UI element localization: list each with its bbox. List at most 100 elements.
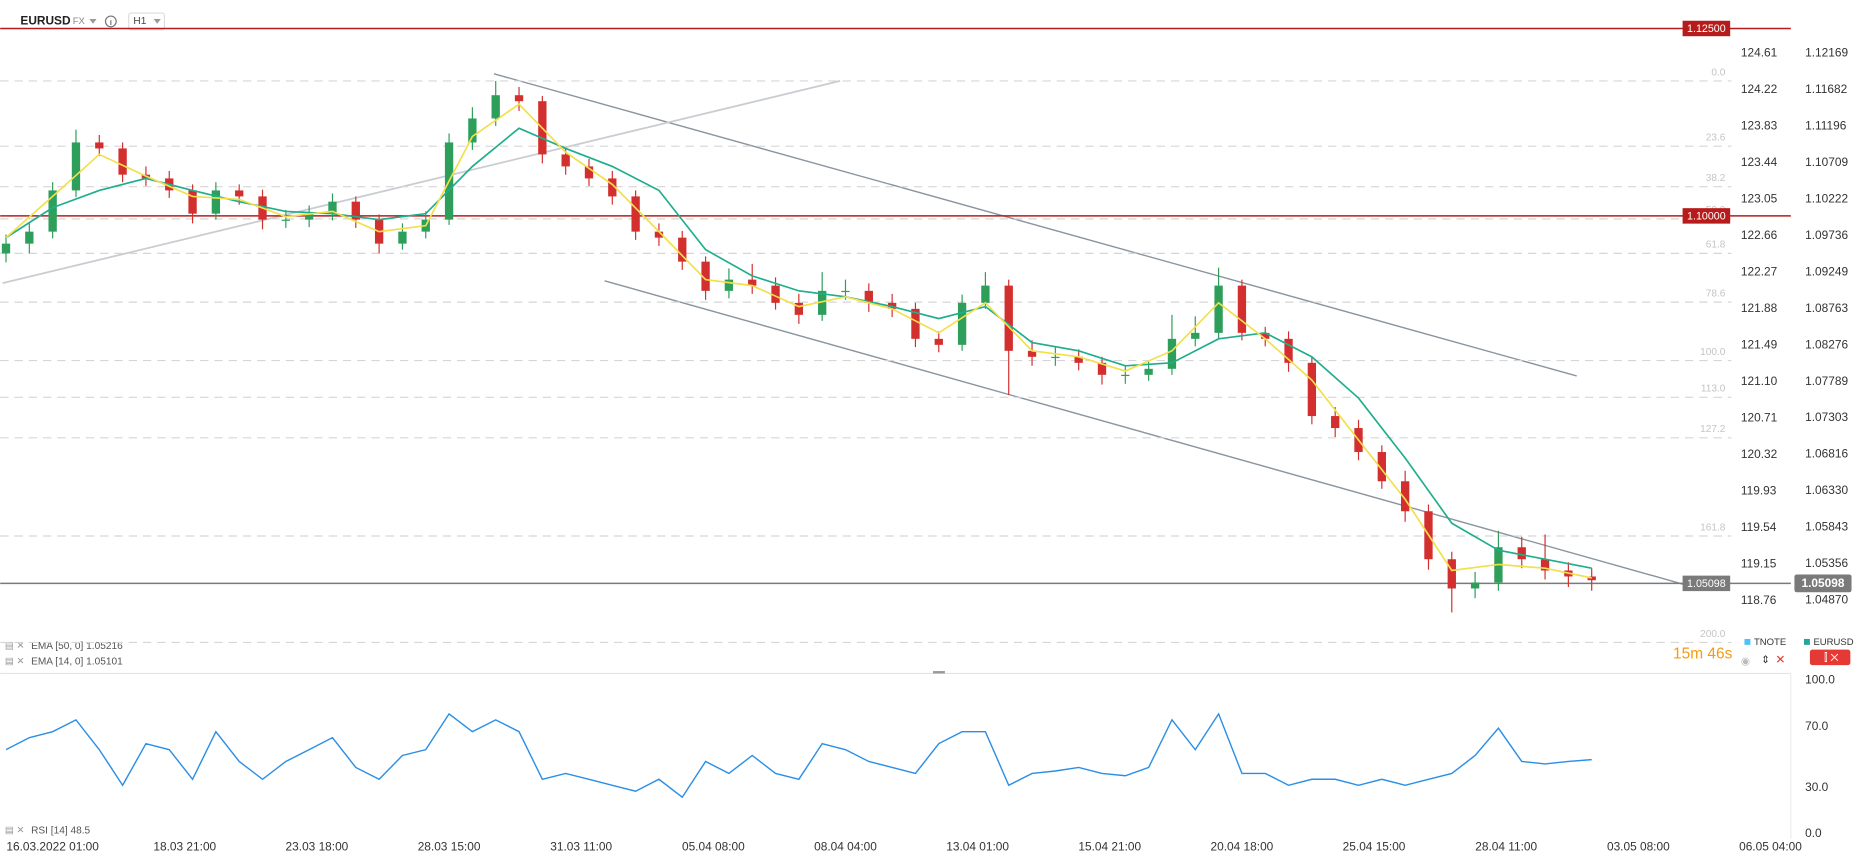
candle-body	[981, 285, 990, 303]
legend-icon[interactable]: ▤ ✕	[5, 656, 25, 667]
candle-body	[351, 201, 360, 220]
ema-line	[5, 103, 1592, 579]
x-tick-label: 18.03 21:00	[153, 839, 216, 853]
legend-icon[interactable]: ▤ ✕	[5, 825, 25, 836]
y-tick-label: 1.11196	[1805, 118, 1847, 132]
candle-body	[1074, 356, 1083, 363]
legend-value: 1.05216	[86, 641, 123, 652]
fib-label: 78.6	[1706, 288, 1726, 299]
price-label-box	[1682, 20, 1731, 37]
price-label: 1.05098	[1687, 578, 1726, 590]
candle-body	[468, 118, 477, 143]
current-price-box	[1794, 574, 1852, 593]
candle-body	[304, 213, 314, 220]
x-tick-label: 13.04 01:00	[946, 839, 1009, 853]
candle-body	[1400, 481, 1410, 512]
rsi-legend: RSI [14] 48.5	[31, 825, 90, 836]
y-tick-label: 1.08763	[1805, 301, 1848, 315]
y-tick-label: 1.04870	[1805, 593, 1848, 607]
y2-tick-label: 121.10	[1741, 374, 1778, 388]
legend-value: 1.05101	[86, 656, 123, 667]
y2-tick-label: 122.66	[1741, 228, 1778, 242]
legend-name: EMA [14, 0]	[31, 656, 83, 667]
y2-tick-label: 124.61	[1741, 45, 1778, 59]
y2-tick-label: 123.05	[1741, 191, 1778, 205]
candle-body	[25, 231, 34, 244]
candle-body	[631, 196, 640, 232]
candle-body	[1167, 338, 1177, 369]
x-tick-label: 23.03 18:00	[286, 839, 349, 853]
candle-body	[864, 290, 873, 303]
symbol: EURUSD	[20, 14, 71, 28]
candle-body	[1027, 350, 1037, 357]
button-icon: ⫿ ✕	[1824, 652, 1839, 664]
price-label: 1.10000	[1687, 210, 1726, 222]
fib-label: 0.0	[1711, 67, 1725, 78]
y-tick-label: 1.05356	[1805, 556, 1848, 570]
close-button[interactable]	[1809, 649, 1851, 666]
y2-tick-label: 121.88	[1741, 301, 1778, 315]
y-tick-label: 1.06816	[1805, 447, 1848, 461]
ema-legend: EMA [50, 0] 1.05216	[31, 641, 123, 652]
sort-icon[interactable]: ⇕	[1761, 654, 1770, 666]
candle-body	[1331, 416, 1340, 429]
dropdown-arrow[interactable]	[153, 19, 161, 24]
y2-tick-label: 123.44	[1741, 155, 1778, 169]
price-label: 1.12500	[1687, 23, 1726, 35]
trend-line[interactable]	[2, 80, 841, 285]
y-tick-label: 100.0	[1805, 673, 1835, 687]
x-tick-label: 28.03 15:00	[418, 839, 481, 853]
y-tick-label: 1.11682	[1805, 82, 1847, 96]
y-tick-label: 1.05843	[1805, 520, 1848, 534]
candle-body	[281, 219, 291, 221]
interval-box[interactable]	[128, 12, 165, 31]
candle-body	[211, 190, 221, 214]
candle-body	[1237, 285, 1247, 333]
candle-body	[724, 279, 734, 291]
fib-label: 161.8	[1700, 522, 1726, 533]
candle-body	[561, 154, 570, 167]
x-tick-label: 06.05 04:00	[1739, 839, 1802, 853]
grid-layer	[0, 80, 1732, 644]
y2-tick-label: 118.76	[1741, 593, 1777, 607]
candle-body	[491, 95, 500, 119]
candle-body	[654, 231, 664, 238]
x-tick-label: 03.05 08:00	[1607, 839, 1670, 853]
info-icon[interactable]	[104, 15, 117, 28]
candle-body	[1307, 362, 1317, 417]
y2-tick-label: 122.27	[1741, 264, 1777, 278]
candle-body	[1447, 559, 1456, 589]
dropdown-arrow[interactable]	[89, 19, 97, 24]
candle-body	[1097, 362, 1107, 375]
x-tick-label: 16.03.2022 01:00	[6, 839, 99, 853]
candle-body	[957, 302, 967, 345]
channel-lower[interactable]	[604, 280, 1688, 587]
eye-icon[interactable]: ◉	[1741, 655, 1750, 667]
y2-tick-label: 121.49	[1741, 337, 1778, 351]
layout: ⫿ ✕ ◉ ⇕ ✕ ▤ ✕ ▤ ✕ ▤ ✕	[0, 12, 1851, 839]
y-tick-label: 1.07789	[1805, 374, 1848, 388]
channel-upper[interactable]	[493, 73, 1577, 377]
candle-body	[1051, 356, 1060, 359]
candle-body	[118, 148, 127, 175]
legend-value: 48.5	[70, 825, 90, 836]
y2-tick-label: 120.32	[1741, 447, 1777, 461]
remove-icon[interactable]: ✕	[1775, 652, 1785, 666]
legend-icon[interactable]: ▤ ✕	[5, 641, 25, 652]
y-tick-label: 1.08276	[1805, 337, 1848, 351]
candle-body	[1377, 452, 1386, 482]
candle-body	[1144, 368, 1153, 375]
y-tick-label: 30.0	[1805, 780, 1829, 794]
y-tick-label: 1.10222	[1805, 191, 1848, 205]
candle-body	[1214, 285, 1223, 333]
x-tick-label: 31.03 11:00	[550, 839, 612, 853]
y-tick-label: 1.07303	[1805, 410, 1848, 424]
y-tick-label: 1.10709	[1805, 155, 1848, 169]
interval[interactable]: H1	[133, 16, 146, 27]
candle-body	[1261, 332, 1270, 339]
candle-body	[1587, 576, 1596, 581]
rsi-line	[5, 712, 1592, 799]
y2-tick-label: 120.71	[1741, 410, 1778, 424]
